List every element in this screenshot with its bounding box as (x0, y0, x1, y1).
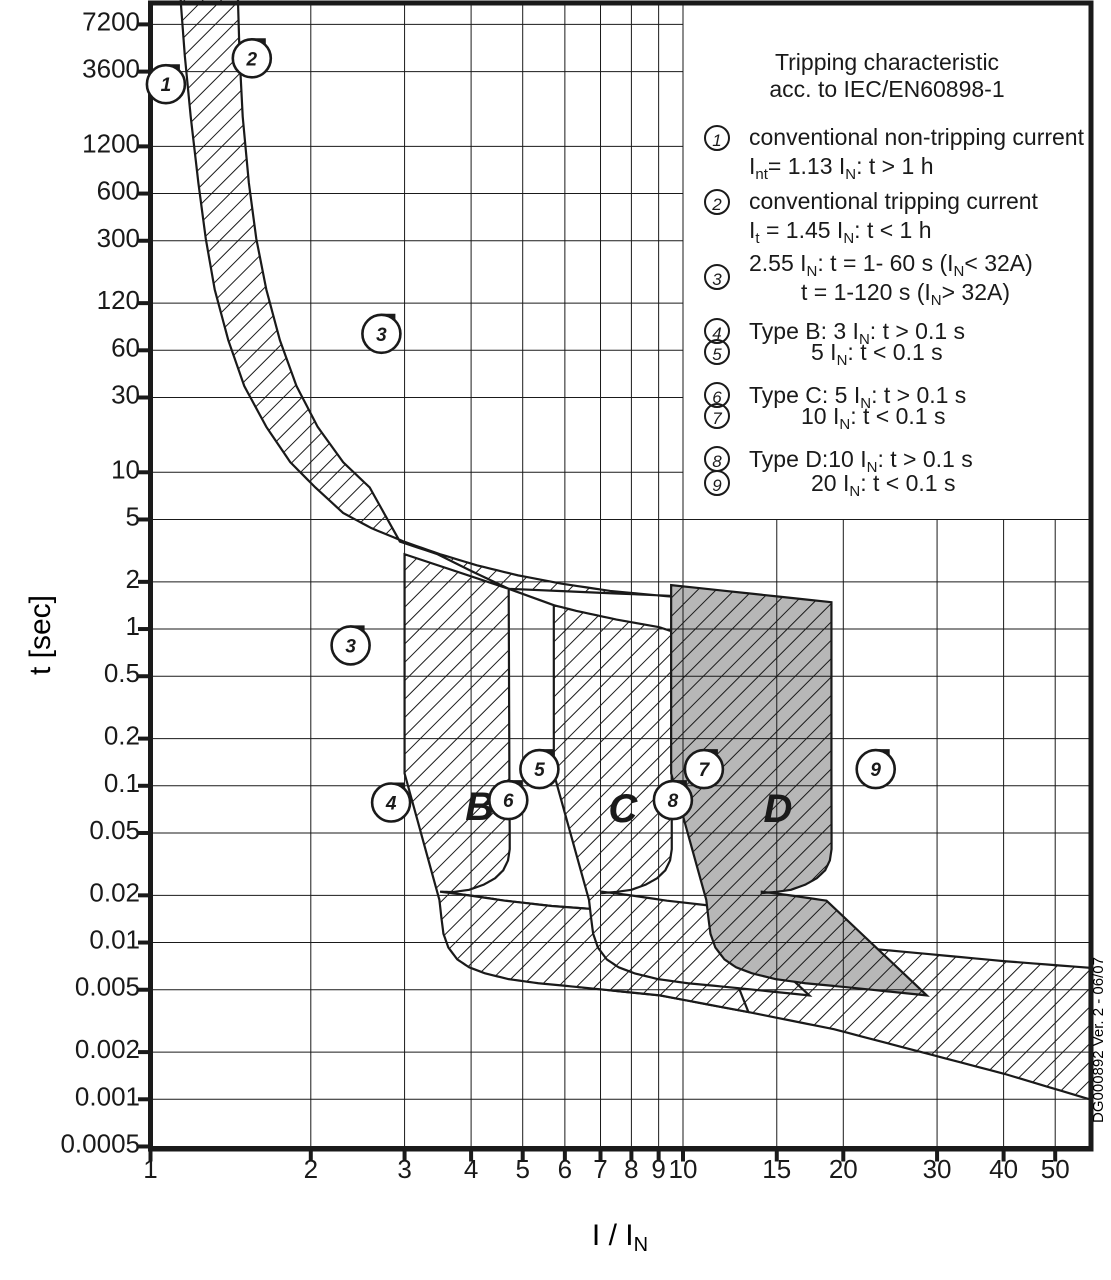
svg-text:3: 3 (712, 270, 722, 289)
svg-text:Tripping characteristic: Tripping characteristic (775, 49, 999, 75)
svg-text:conventional tripping current: conventional tripping current (749, 188, 1039, 214)
svg-text:10 IN: t < 0.1 s: 10 IN: t < 0.1 s (801, 403, 945, 433)
svg-text:20 IN: t < 0.1 s: 20 IN: t < 0.1 s (811, 470, 955, 500)
svg-text:D: D (763, 787, 792, 831)
svg-text:300: 300 (97, 223, 140, 253)
svg-text:0.001: 0.001 (75, 1081, 140, 1111)
svg-text:2: 2 (246, 49, 258, 70)
svg-text:30: 30 (111, 380, 140, 410)
svg-text:9: 9 (870, 760, 881, 781)
svg-text:1: 1 (712, 131, 721, 150)
svg-text:0.02: 0.02 (89, 877, 140, 907)
svg-text:8: 8 (712, 452, 722, 471)
svg-text:DG000892 Ver. 2 - 06/07: DG000892 Ver. 2 - 06/07 (1090, 957, 1107, 1123)
svg-text:7: 7 (699, 760, 711, 781)
svg-text:1: 1 (161, 75, 172, 96)
svg-text:9: 9 (712, 476, 722, 495)
svg-text:C: C (608, 787, 638, 831)
svg-text:Int= 1.13 IN: t > 1 h: Int= 1.13 IN: t > 1 h (749, 153, 933, 183)
svg-text:2: 2 (126, 564, 140, 594)
svg-text:1: 1 (126, 611, 140, 641)
svg-text:600: 600 (97, 176, 140, 206)
svg-text:5: 5 (534, 760, 545, 781)
svg-text:t [sec]: t [sec] (24, 595, 57, 675)
svg-text:6: 6 (503, 791, 514, 812)
svg-text:5: 5 (126, 501, 140, 531)
svg-text:5: 5 (712, 345, 722, 364)
svg-text:acc. to IEC/EN60898-1: acc. to IEC/EN60898-1 (769, 76, 1004, 102)
svg-text:0.1: 0.1 (104, 768, 140, 798)
svg-text:60: 60 (111, 332, 140, 362)
svg-text:0.05: 0.05 (89, 815, 140, 845)
svg-text:conventional non-tripping curr: conventional non-tripping current (749, 124, 1085, 150)
svg-text:7: 7 (712, 409, 722, 428)
svg-text:0.01: 0.01 (89, 925, 140, 955)
svg-text:2: 2 (711, 195, 722, 214)
svg-text:120: 120 (97, 285, 140, 315)
svg-text:5 IN: t < 0.1 s: 5 IN: t < 0.1 s (811, 339, 943, 369)
svg-text:0.005: 0.005 (75, 972, 140, 1002)
svg-text:t = 1-120 s (IN> 32A): t = 1-120 s (IN> 32A) (801, 279, 1010, 309)
svg-text:7200: 7200 (82, 6, 140, 36)
svg-text:2.55 IN: t = 1- 60 s (IN< 32A): 2.55 IN: t = 1- 60 s (IN< 32A) (749, 250, 1033, 280)
svg-text:0.002: 0.002 (75, 1034, 140, 1064)
svg-text:It = 1.45 IN: t < 1 h: It = 1.45 IN: t < 1 h (749, 217, 932, 247)
svg-text:0.5: 0.5 (104, 658, 140, 688)
svg-text:3600: 3600 (82, 54, 140, 84)
svg-text:3: 3 (345, 636, 356, 657)
svg-text:4: 4 (385, 794, 397, 815)
svg-text:3: 3 (376, 325, 387, 346)
svg-text:1200: 1200 (82, 128, 140, 158)
svg-text:10: 10 (111, 454, 140, 484)
svg-text:0.2: 0.2 (104, 721, 140, 751)
svg-text:0.0005: 0.0005 (60, 1128, 140, 1158)
svg-text:8: 8 (668, 791, 679, 812)
